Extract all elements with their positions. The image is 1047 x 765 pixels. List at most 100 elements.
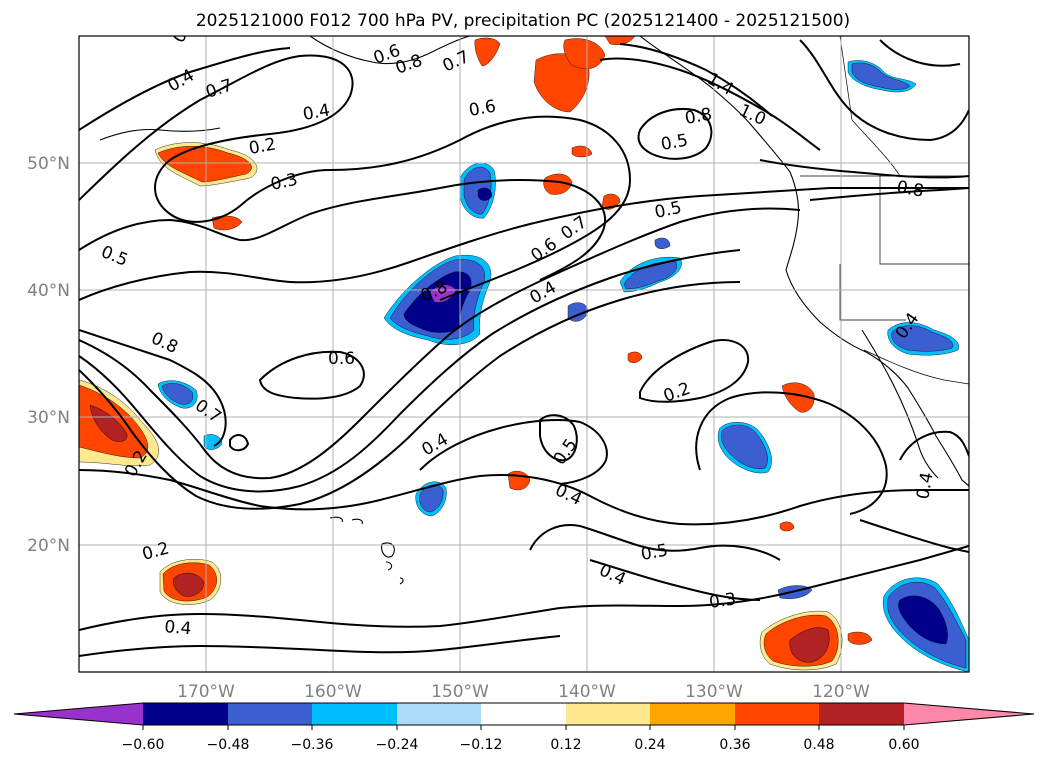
contour-label: 0.4 — [913, 471, 937, 501]
colorbar-segment — [819, 703, 904, 725]
precip-region-sub-b — [781, 382, 815, 413]
precip-region-sub-d — [779, 521, 795, 532]
precip-region-west-dry-b — [203, 434, 223, 450]
pv-contour — [899, 430, 969, 461]
pv-contour — [79, 249, 741, 493]
pv-contour — [539, 414, 578, 462]
precip-region-se-b — [847, 631, 873, 645]
pv-contour — [529, 524, 781, 561]
colorbar-tick-label: 0.48 — [803, 737, 834, 753]
pv-contours — [79, 39, 969, 657]
pv-contour — [79, 281, 741, 510]
coastline-baja — [861, 329, 939, 479]
border-states-b — [839, 264, 906, 321]
colorbar-tick-label: 0.60 — [888, 737, 919, 753]
colorbar-tick-label: 0.24 — [634, 737, 665, 753]
pv-contour — [79, 187, 969, 301]
colorbar-tick-label: −0.24 — [376, 737, 419, 753]
pv-contour — [589, 559, 761, 601]
colorbar-tick-label: −0.12 — [460, 737, 503, 753]
border-canada-provinces — [839, 36, 901, 177]
pv-contour — [79, 545, 969, 631]
coastline-north-america — [639, 36, 969, 487]
pv-contour — [879, 39, 961, 67]
pv-contour — [599, 57, 821, 151]
precip-region-aleutian-b — [563, 38, 606, 70]
figure-title: 2025121000 F012 700 hPa PV, precipitatio… — [196, 11, 850, 31]
colorbar-segment — [735, 703, 819, 725]
pv-contour — [79, 54, 632, 301]
pv-contour — [859, 519, 969, 553]
contour-label: 0.8 — [895, 177, 925, 201]
coastline-aleutian — [99, 127, 221, 141]
contour-label: 0.4 — [301, 101, 331, 125]
lon-label-120w: 120°W — [812, 682, 870, 702]
pv-contour — [619, 43, 773, 117]
map-frame — [78, 35, 970, 673]
lon-label-160w: 160°W — [304, 682, 362, 702]
lat-label-50n: 50°N — [27, 154, 70, 174]
pv-contour — [639, 339, 750, 403]
border-states-a — [879, 176, 969, 265]
lon-label-150w: 150°W — [431, 682, 489, 702]
contour-label: 0.3 — [708, 589, 738, 613]
colorbar-segment — [481, 703, 566, 725]
precip-negative-shading — [157, 60, 969, 672]
precip-region-west-dry-mid — [161, 383, 194, 405]
pv-contour — [695, 391, 888, 515]
colorbar-tick-label: −0.60 — [122, 737, 165, 753]
colorbar-tick-label: −0.36 — [291, 737, 334, 753]
border-us-mexico — [863, 349, 969, 385]
lon-label-130w: 130°W — [685, 682, 743, 702]
pv-contour — [258, 350, 365, 400]
precip-region-east-dry-c — [654, 237, 671, 249]
colorbar-tick-label: 0.12 — [550, 737, 581, 753]
precip-shading — [79, 36, 969, 672]
lon-label-170w: 170°W — [177, 682, 235, 702]
pv-contour — [79, 635, 561, 657]
precip-region-west-edge-max — [89, 404, 128, 442]
pv-contour — [637, 108, 713, 160]
colorbar-extend-min — [14, 703, 143, 725]
lat-label-20n: 20°N — [27, 536, 70, 556]
lon-label-140w: 140°W — [558, 682, 616, 702]
longitude-labels: 170°W 160°W 150°W 140°W 130°W 120°W — [177, 682, 870, 702]
precip-region-mid-dry-mid — [721, 424, 768, 469]
pv-contour — [79, 469, 969, 526]
colorbar: −0.60 −0.48 −0.36 −0.24 −0.12 0.12 0.24 … — [13, 702, 1035, 753]
colorbar-extend-max — [904, 703, 1034, 725]
contour-label: 0.4 — [164, 617, 193, 639]
contour-label: 0.5 — [659, 131, 689, 155]
graticule — [79, 36, 969, 672]
lat-label-40n: 40°N — [27, 281, 70, 301]
pv-contour — [79, 329, 227, 447]
colorbar-segment — [143, 703, 228, 725]
precip-region-mid-a — [543, 173, 573, 195]
contour-label: 0.8 — [683, 105, 713, 129]
colorbar-segment — [312, 703, 397, 725]
pv-contour — [759, 159, 969, 179]
colorbar-segment — [566, 703, 650, 725]
pv-contour — [419, 419, 608, 485]
pv-contour — [799, 39, 969, 142]
colorbar-segment — [650, 703, 735, 725]
contour-label: 0.5 — [639, 541, 669, 565]
coastlines — [99, 36, 969, 585]
latitude-labels: 50°N 40°N 30°N 20°N — [27, 154, 70, 556]
coastline-alaska — [309, 36, 471, 65]
precip-region-hawaii-dry-mid — [419, 484, 444, 513]
contour-label: 0.2 — [247, 135, 277, 159]
pv-contour — [79, 207, 801, 480]
precip-region-se-dry-core — [898, 595, 948, 645]
contour-label: 0.6 — [467, 97, 497, 121]
colorbar-segment — [228, 703, 312, 725]
pv-contour — [79, 179, 607, 281]
precip-region-gulf-ak — [474, 37, 501, 67]
colorbar-tick-label: −0.48 — [207, 737, 250, 753]
colorbar-tick-label: 0.36 — [719, 737, 750, 753]
pv-contour — [79, 47, 291, 131]
precip-region-north-dry-core — [477, 187, 493, 201]
map-area: 0.3 0.4 0.7 0.4 0.2 0.3 0.6 0.8 0.7 1.4 … — [79, 36, 969, 672]
precip-region-baja-dry-mid — [891, 325, 953, 352]
pv-contour — [809, 187, 969, 201]
